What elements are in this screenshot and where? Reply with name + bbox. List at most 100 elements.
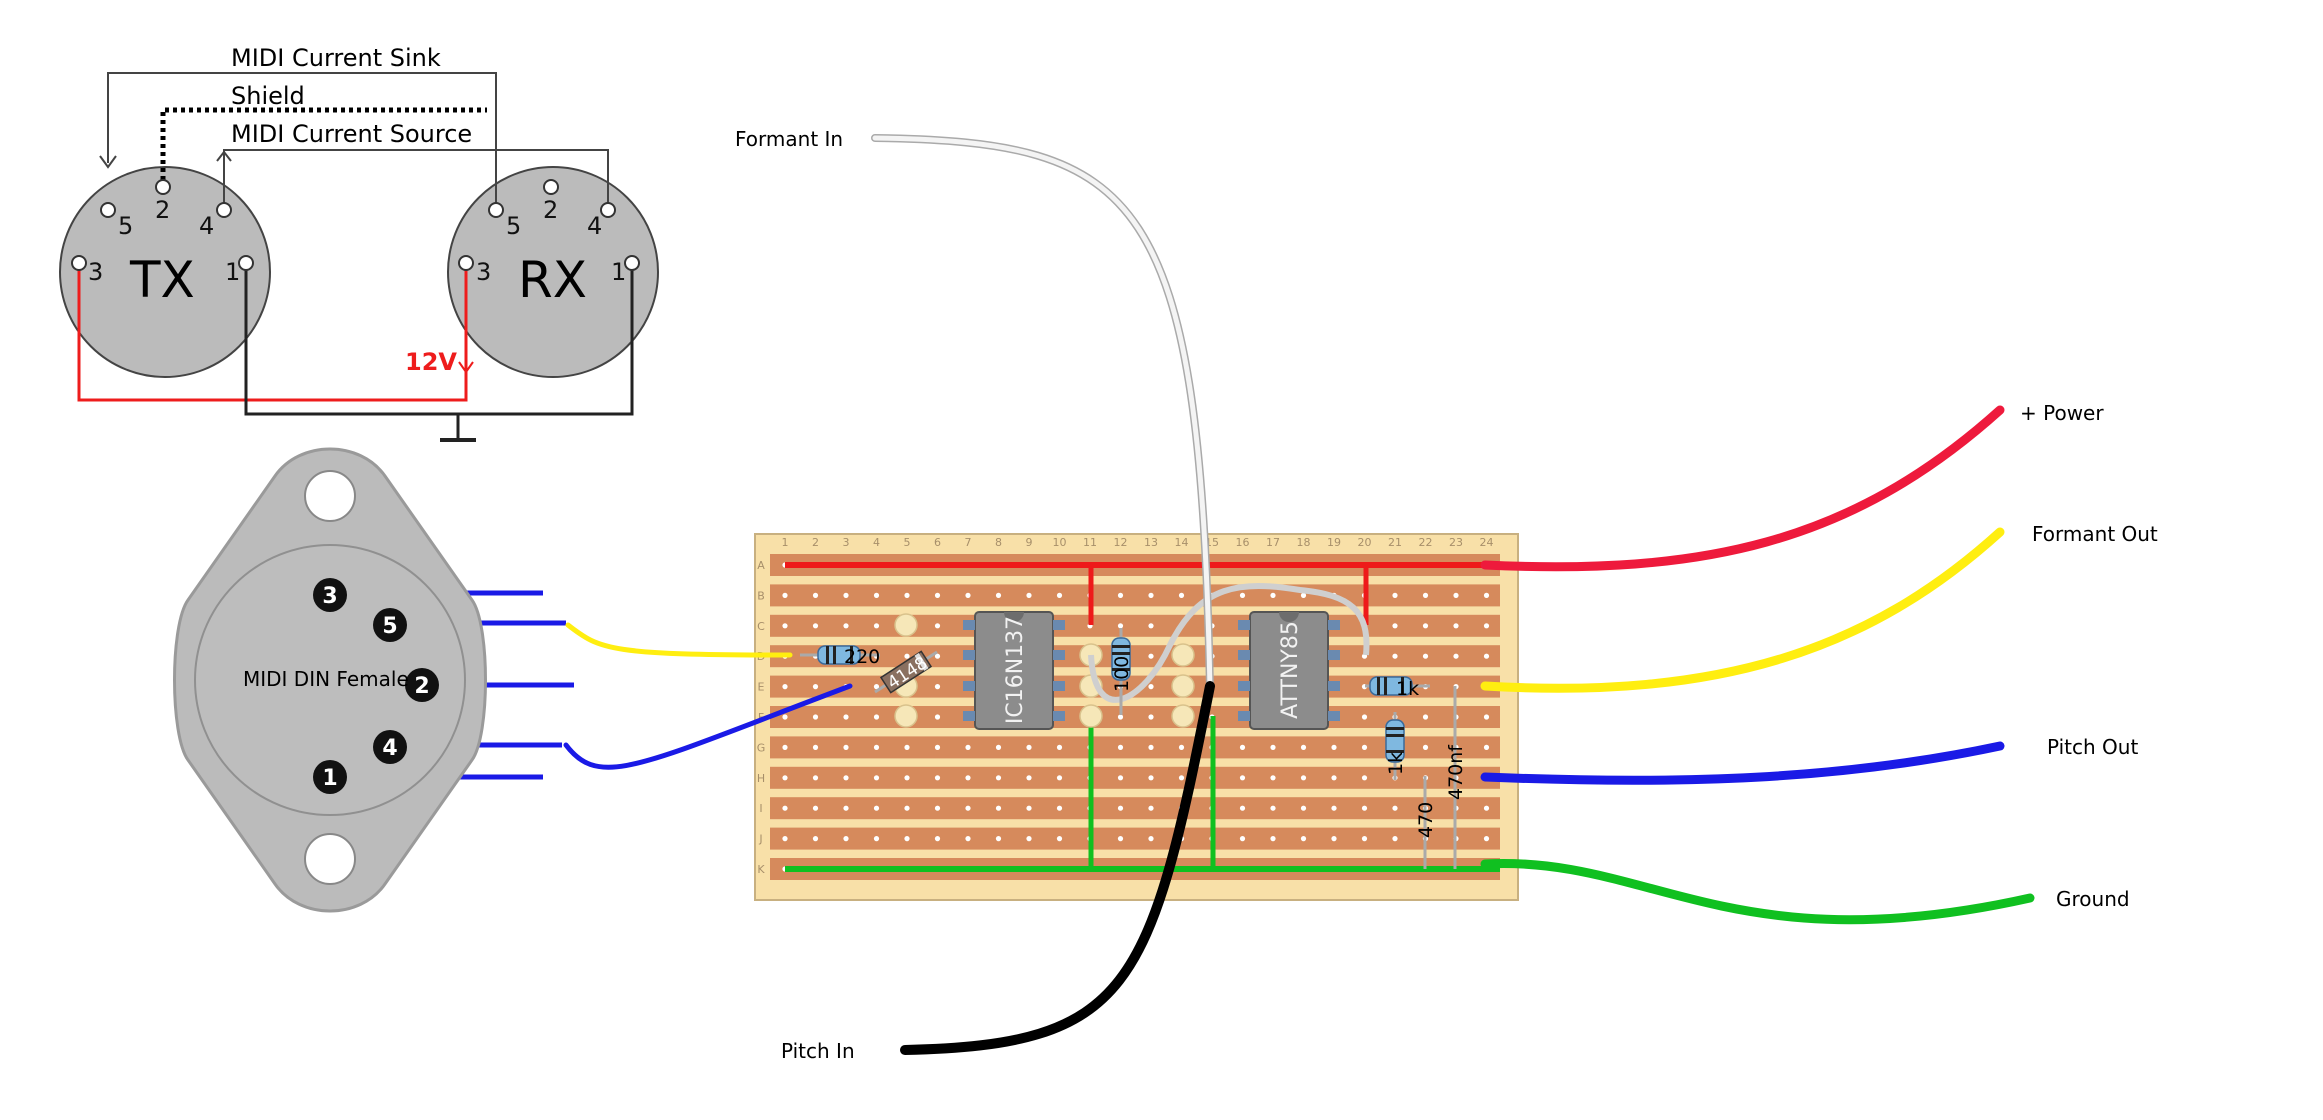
- strip-hole: [1361, 714, 1368, 720]
- column-label: 2: [812, 536, 819, 549]
- din-pin-3-label: 3: [322, 584, 337, 609]
- strip-hole: [1361, 775, 1368, 781]
- strip-hole: [1483, 744, 1490, 751]
- din-yellow-wire: [565, 622, 793, 658]
- strip-hole: [873, 775, 880, 781]
- din-blue-wire: [563, 683, 853, 770]
- tx-pin-5-label: 5: [118, 212, 133, 240]
- strip-hole: [1453, 623, 1459, 629]
- strip-hole: [1239, 592, 1246, 599]
- strip-hole: [1300, 592, 1307, 599]
- strip-hole: [965, 744, 971, 751]
- column-label: 5: [904, 536, 911, 549]
- row-label: C: [757, 620, 765, 633]
- strip-hole: [873, 744, 880, 751]
- strip-hole: [1392, 623, 1398, 629]
- rx-pin-2-dot: [543, 179, 559, 195]
- tx-pin-1-dot: [238, 255, 254, 271]
- strip-hole: [1483, 836, 1490, 842]
- strip-hole: [1392, 836, 1398, 842]
- strip-hole: [1392, 592, 1398, 599]
- tx-pin-3-dot: [71, 255, 87, 271]
- strip-hole: [1117, 592, 1124, 599]
- column-label: 7: [965, 536, 972, 549]
- strip-hole: [843, 775, 849, 781]
- strip-hole: [873, 623, 880, 629]
- row-label: E: [758, 681, 765, 694]
- midi-source-line: [223, 149, 609, 208]
- tx-pin-2-label: 2: [155, 196, 170, 224]
- strip-hole: [1239, 744, 1246, 751]
- strip-hole: [934, 805, 941, 811]
- copper-strip: [770, 827, 1500, 850]
- strip-hole: [995, 836, 1002, 842]
- strip-hole: [1300, 775, 1307, 781]
- power-label: + Power: [2020, 401, 2104, 425]
- strip-hole: [812, 592, 819, 599]
- formant-out-wire: [1480, 527, 2005, 693]
- strip-hole: [1483, 653, 1490, 659]
- resistor-220-label: 220: [844, 646, 880, 668]
- pitch-in-label: Pitch In: [781, 1039, 855, 1063]
- column-label: 24: [1480, 536, 1494, 549]
- strip-hole: [873, 592, 880, 599]
- strip-hole: [843, 836, 849, 842]
- column-label: 20: [1358, 536, 1372, 549]
- resistor-1k-b-label: 1k: [1385, 752, 1407, 775]
- rx-connector: [447, 166, 659, 378]
- copper-strip: [770, 797, 1500, 820]
- strip-hole: [782, 714, 788, 720]
- column-label: 8: [995, 536, 1002, 549]
- strip-hole: [1239, 775, 1246, 781]
- resistor-1k-vertical: 1k: [1385, 712, 1407, 780]
- supply-arrow-icon: [458, 361, 474, 374]
- strip-hole: [1148, 836, 1154, 842]
- strip-hole: [1331, 836, 1337, 842]
- column-label: 19: [1327, 536, 1341, 549]
- strip-hole: [1331, 744, 1337, 751]
- strip-hole: [904, 775, 910, 781]
- strip-hole: [782, 775, 788, 781]
- rx-label: RX: [518, 251, 587, 309]
- midi-schematic: MIDI Current Sink Shield MIDI Current So…: [59, 44, 659, 442]
- row-label: K: [757, 863, 765, 876]
- formant-out-label: Formant Out: [2032, 522, 2158, 546]
- resistor-100-label: 100: [1111, 656, 1133, 692]
- rx-pin-5-dot: [488, 202, 504, 218]
- strip-hole: [1178, 775, 1185, 781]
- tx-pin-4-dot: [216, 202, 232, 218]
- strip-hole: [1270, 805, 1276, 811]
- strip-hole: [934, 684, 941, 690]
- strip-hole: [995, 775, 1002, 781]
- strip-hole: [934, 836, 941, 842]
- power-wire: [1480, 405, 2005, 572]
- strip-hole: [843, 744, 849, 751]
- rx-pin-3-label: 3: [476, 258, 491, 286]
- strip-hole: [1270, 775, 1276, 781]
- resistor-220: 220: [800, 645, 880, 668]
- strip-hole: [904, 836, 910, 842]
- strip-hole: [1056, 744, 1063, 751]
- formant-in-label: Formant In: [735, 127, 843, 151]
- copper-strips: [770, 554, 1500, 880]
- strip-hole: [1453, 653, 1459, 659]
- tx-label: TX: [129, 251, 195, 309]
- resistor-470: 470: [1415, 776, 1437, 869]
- tx-pin-1-label: 1: [225, 258, 240, 286]
- din-mount-hole-top: [304, 470, 356, 522]
- strip-hole: [1453, 592, 1459, 599]
- strip-hole: [1300, 805, 1307, 811]
- pitch-out-label: Pitch Out: [2047, 735, 2138, 759]
- strip-hole: [1300, 836, 1307, 842]
- supply-line: [77, 263, 468, 402]
- strip-hole: [782, 836, 788, 842]
- din-connector: 3 5 2 4 1 MIDI DIN Female: [173, 447, 574, 913]
- column-label: 12: [1114, 536, 1128, 549]
- strip-hole: [843, 623, 849, 629]
- strip-hole: [1483, 805, 1490, 811]
- strip-hole: [1117, 836, 1124, 842]
- strip-hole: [1026, 592, 1032, 599]
- ground-label: Ground: [2056, 887, 2130, 911]
- row-label: B: [757, 589, 765, 602]
